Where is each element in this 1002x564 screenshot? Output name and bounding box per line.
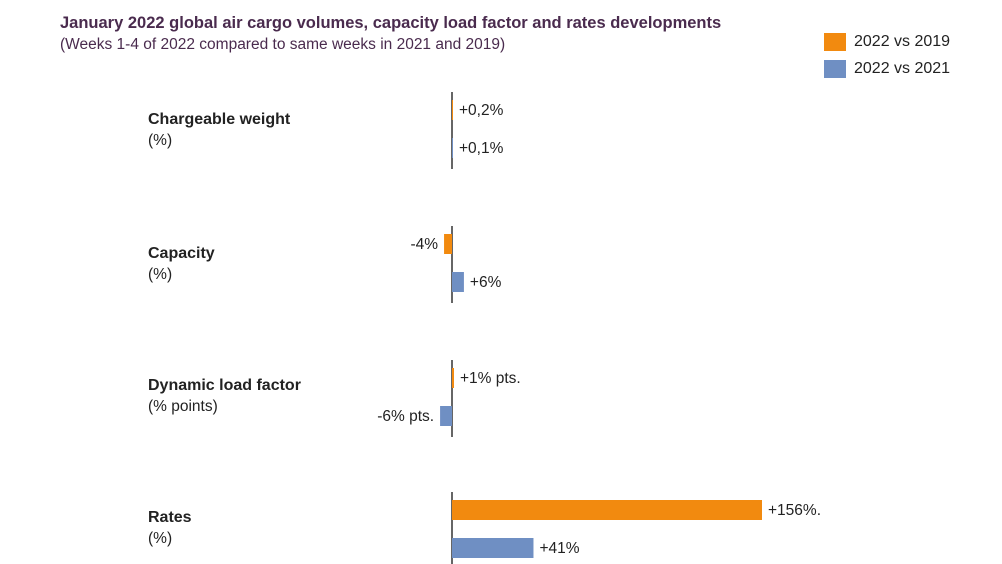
bar-chargeable-weight-2019	[452, 100, 453, 120]
data-label-rates-2019: +156%.	[768, 502, 821, 519]
bar-capacity-2019	[444, 234, 452, 254]
category-unit-rates: (%)	[148, 530, 173, 547]
data-label-dynamic-load-factor-2021: -6% pts.	[377, 408, 434, 425]
data-label-capacity-2021: +6%	[470, 274, 502, 291]
legend-swatch-2019	[824, 32, 846, 51]
category-label-dynamic-load-factor: Dynamic load factor	[148, 377, 301, 394]
category-unit-capacity: (%)	[148, 266, 173, 283]
data-label-chargeable-weight-2019: +0,2%	[459, 102, 504, 119]
category-unit-chargeable-weight: (%)	[148, 132, 173, 149]
chart-title: January 2022 global air cargo volumes, c…	[60, 14, 722, 32]
bar-dynamic-load-factor-2019	[452, 368, 454, 388]
legend: 2022 vs 2019 2022 vs 2021	[824, 28, 950, 82]
data-label-chargeable-weight-2021: +0,1%	[459, 140, 504, 157]
bar-rates-2019	[452, 500, 762, 520]
category-label-chargeable-weight: Chargeable weight	[148, 111, 291, 128]
chart-subtitle: (Weeks 1-4 of 2022 compared to same week…	[60, 36, 506, 53]
legend-label-2021: 2022 vs 2021	[854, 59, 951, 77]
category-unit-dynamic-load-factor: (% points)	[148, 398, 218, 415]
legend-item-2021: 2022 vs 2021	[824, 55, 950, 82]
category-label-rates: Rates	[148, 509, 192, 526]
data-label-rates-2021: +41%	[539, 540, 579, 557]
data-label-capacity-2019: -4%	[410, 236, 438, 253]
legend-item-2019: 2022 vs 2019	[824, 28, 950, 55]
bar-dynamic-load-factor-2021	[440, 406, 452, 426]
category-label-capacity: Capacity	[148, 245, 215, 262]
bar-capacity-2021	[452, 272, 464, 292]
bar-chargeable-weight-2021	[452, 138, 453, 158]
legend-swatch-2021	[824, 59, 846, 78]
bar-rates-2021	[452, 538, 534, 558]
legend-label-2019: 2022 vs 2019	[854, 32, 951, 50]
data-label-dynamic-load-factor-2019: +1% pts.	[460, 370, 521, 387]
